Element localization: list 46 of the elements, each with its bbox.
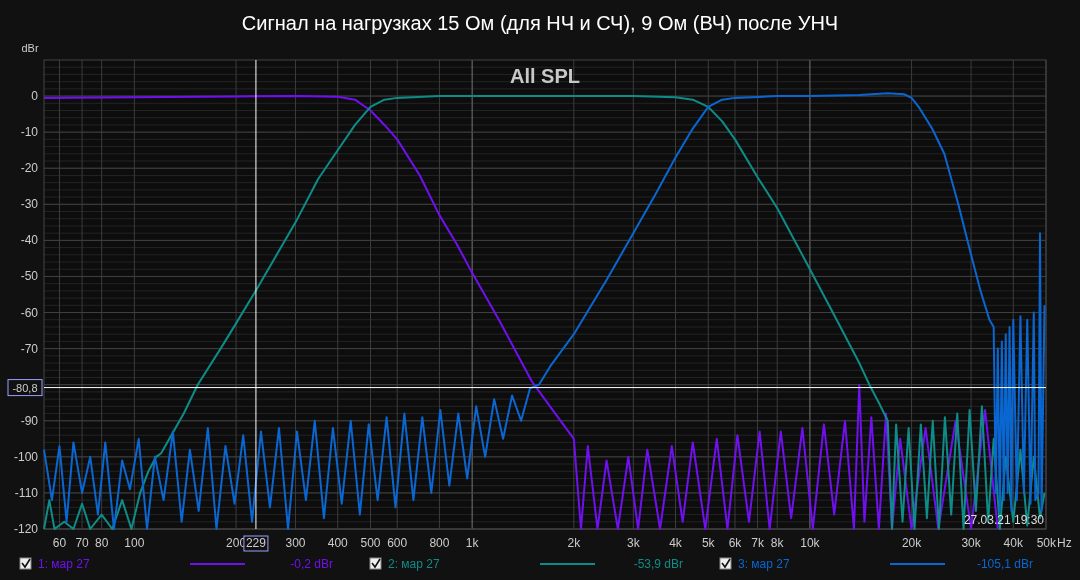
y-tick-label: -40: [20, 233, 39, 248]
chart-title: Сигнал на нагрузках 15 Ом (для НЧ и СЧ), 9 Ом (ВЧ) после УНЧ: [241, 12, 839, 34]
annotation: All SPL: [509, 65, 581, 87]
x-tick-label: 600: [387, 536, 408, 550]
x-tick-label: 50k: [1036, 536, 1057, 550]
x-tick-label: 40k: [1003, 536, 1024, 550]
x-tick-label: 2k: [567, 536, 582, 550]
x-tick-label: 300: [285, 536, 306, 550]
y-tick-label: -20: [20, 161, 39, 176]
x-tick-label: 20k: [901, 536, 923, 550]
x-tick-label: 70: [75, 536, 90, 550]
y-axis-title: dBr: [21, 42, 39, 54]
x-tick-label: 80: [94, 536, 109, 550]
y-tick-label: -10: [20, 125, 39, 140]
x-tick-label: 7k: [751, 536, 765, 550]
x-tick-label: 400: [327, 536, 349, 550]
x-tick-label: 3k: [626, 536, 641, 550]
x-tick-label: 6k: [728, 536, 743, 550]
y-tick-label: -30: [20, 197, 39, 212]
x-tick-label: 60: [52, 536, 67, 550]
x-axis-title: Hz: [1057, 536, 1072, 550]
x-tick-label: 5k: [701, 536, 716, 550]
y-tick-label: -60: [20, 305, 39, 320]
x-tick-label: 4k: [669, 536, 683, 550]
x-tick-label: 30k: [961, 536, 982, 550]
y-tick-label: -120: [13, 522, 39, 536]
x-tick-label: 500: [360, 536, 381, 550]
x-tick-label: 8k: [770, 536, 785, 550]
x-tick-label: 800: [429, 536, 450, 550]
x-tick-label: 10k: [800, 536, 821, 550]
y-tick-label: -90: [20, 413, 39, 428]
ref-line-label: 229: [245, 536, 267, 550]
y-tick-label: -50: [20, 269, 39, 284]
y-tick-label: -110: [14, 485, 39, 500]
text: 3: мар 27: [738, 557, 790, 571]
ref-line-label: -80,8: [12, 381, 38, 394]
y-tick-label: 0: [31, 89, 39, 104]
text: 1: мар 27: [38, 557, 90, 571]
x-tick-label: 1k: [465, 536, 480, 550]
text: -0,2 dBr: [290, 557, 333, 571]
text: -53,9 dBr: [633, 557, 683, 571]
x-tick-label: 100: [124, 536, 145, 550]
text: -105,1 dBr: [976, 557, 1033, 571]
y-tick-label: -70: [20, 341, 39, 356]
y-tick-label: -100: [13, 449, 39, 464]
text: 2: мар 27: [388, 557, 440, 571]
